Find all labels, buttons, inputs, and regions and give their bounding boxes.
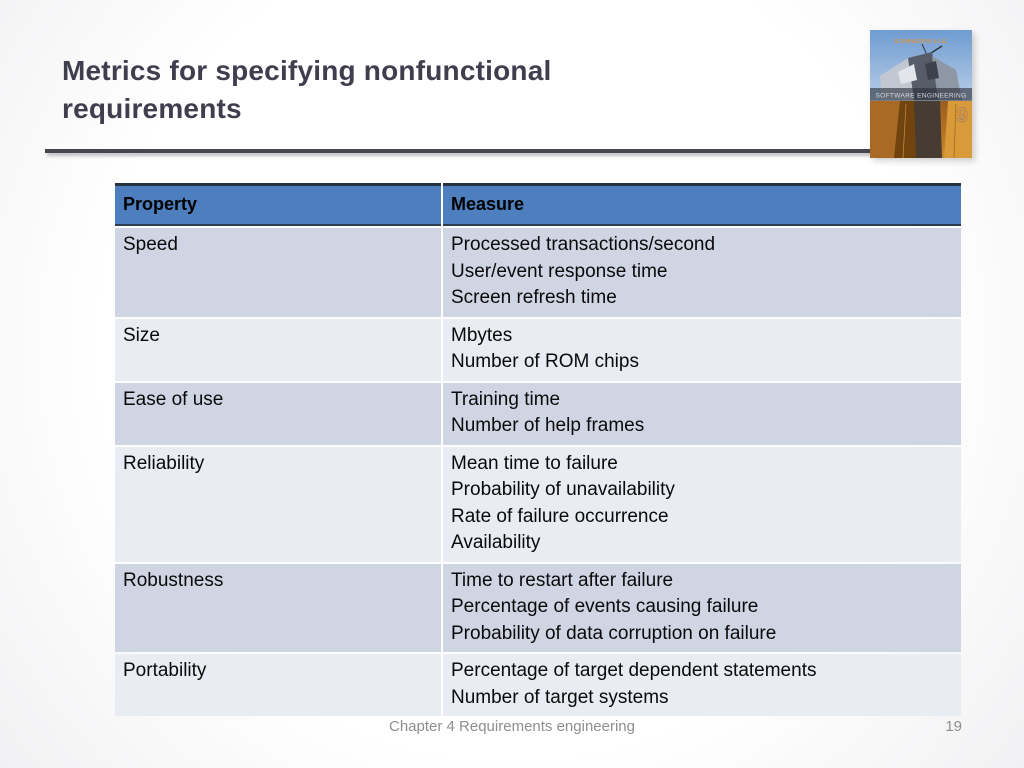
measure-line: Number of ROM chips	[451, 351, 639, 372]
table-row: Robustness Time to restart after failure P…	[115, 563, 961, 652]
column-header-measure: Measure	[443, 183, 961, 226]
table-row: Portability Percentage of target dependen…	[115, 654, 961, 716]
measure-cell: Percentage of target dependent statement…	[443, 654, 961, 716]
measure-cell: Processed transactions/second User/event …	[443, 228, 961, 317]
table-row: Speed Processed transactions/second User/e…	[115, 228, 961, 317]
cover-author-text: SOMMERVILLE	[894, 39, 947, 45]
page-title-line2: requirements	[62, 93, 242, 124]
measure-line: Mean time to failure	[451, 452, 618, 474]
property-cell: Robustness	[115, 563, 441, 652]
measure-line: Probability of unavailability	[451, 479, 675, 500]
property-cell: Reliability	[115, 446, 441, 562]
measure-line: Percentage of target dependent statement…	[451, 660, 817, 681]
table-row: Ease of use Training time Number of help f…	[115, 382, 961, 445]
measure-line: Percentage of events causing failure	[451, 596, 759, 617]
measure-line: Rate of failure occurrence	[451, 505, 669, 527]
measure-line: Number of help frames	[451, 415, 645, 436]
measure-line: Mbytes	[451, 324, 513, 346]
book-cover-art: SOMMERVILLE SOFTWARE ENGINEERING 9	[870, 30, 972, 158]
table-header-row: Property Measure	[115, 183, 961, 226]
measure-line: Processed transactions/second	[451, 234, 716, 255]
metrics-table: Property Measure Speed Processed transact…	[113, 181, 963, 718]
measure-cell: Training time Number of help frames	[443, 382, 961, 445]
book-cover-image: SOMMERVILLE SOFTWARE ENGINEERING 9	[870, 30, 972, 158]
measure-line: Time to restart after failure	[451, 569, 674, 591]
property-cell: Portability	[115, 654, 441, 716]
measure-line: User/event response time	[451, 260, 668, 282]
page-title: Metrics for specifying nonfunctional req…	[62, 52, 722, 128]
measure-line: Screen refresh time	[451, 287, 617, 308]
property-cell: Ease of use	[115, 382, 441, 445]
measure-cell: Mbytes Number of ROM chips	[443, 318, 961, 381]
cover-edition-number: 9	[956, 104, 968, 127]
measure-cell: Time to restart after failure Percentage …	[443, 563, 961, 652]
table-row: Reliability Mean time to failure Probabili…	[115, 446, 961, 562]
measure-cell: Mean time to failure Probability of unava…	[443, 446, 961, 562]
cover-title-text: SOFTWARE ENGINEERING	[875, 93, 966, 100]
column-header-property: Property	[115, 183, 441, 226]
measure-line: Number of target systems	[451, 686, 669, 708]
page-title-line1: Metrics for specifying nonfunctional	[62, 55, 552, 86]
measure-line: Availability	[451, 532, 541, 553]
slide-page-number: 19	[945, 718, 962, 735]
title-divider	[45, 149, 893, 153]
slide-footer: Chapter 4 Requirements engineering	[389, 718, 635, 735]
metrics-table-body: Speed Processed transactions/second User/e…	[115, 228, 961, 716]
measure-line: Training time	[451, 388, 561, 410]
property-cell: Size	[115, 318, 441, 381]
measure-line: Probability of data corruption on failur…	[451, 622, 777, 644]
property-cell: Speed	[115, 228, 441, 317]
table-row: Size Mbytes Number of ROM chips	[115, 318, 961, 381]
